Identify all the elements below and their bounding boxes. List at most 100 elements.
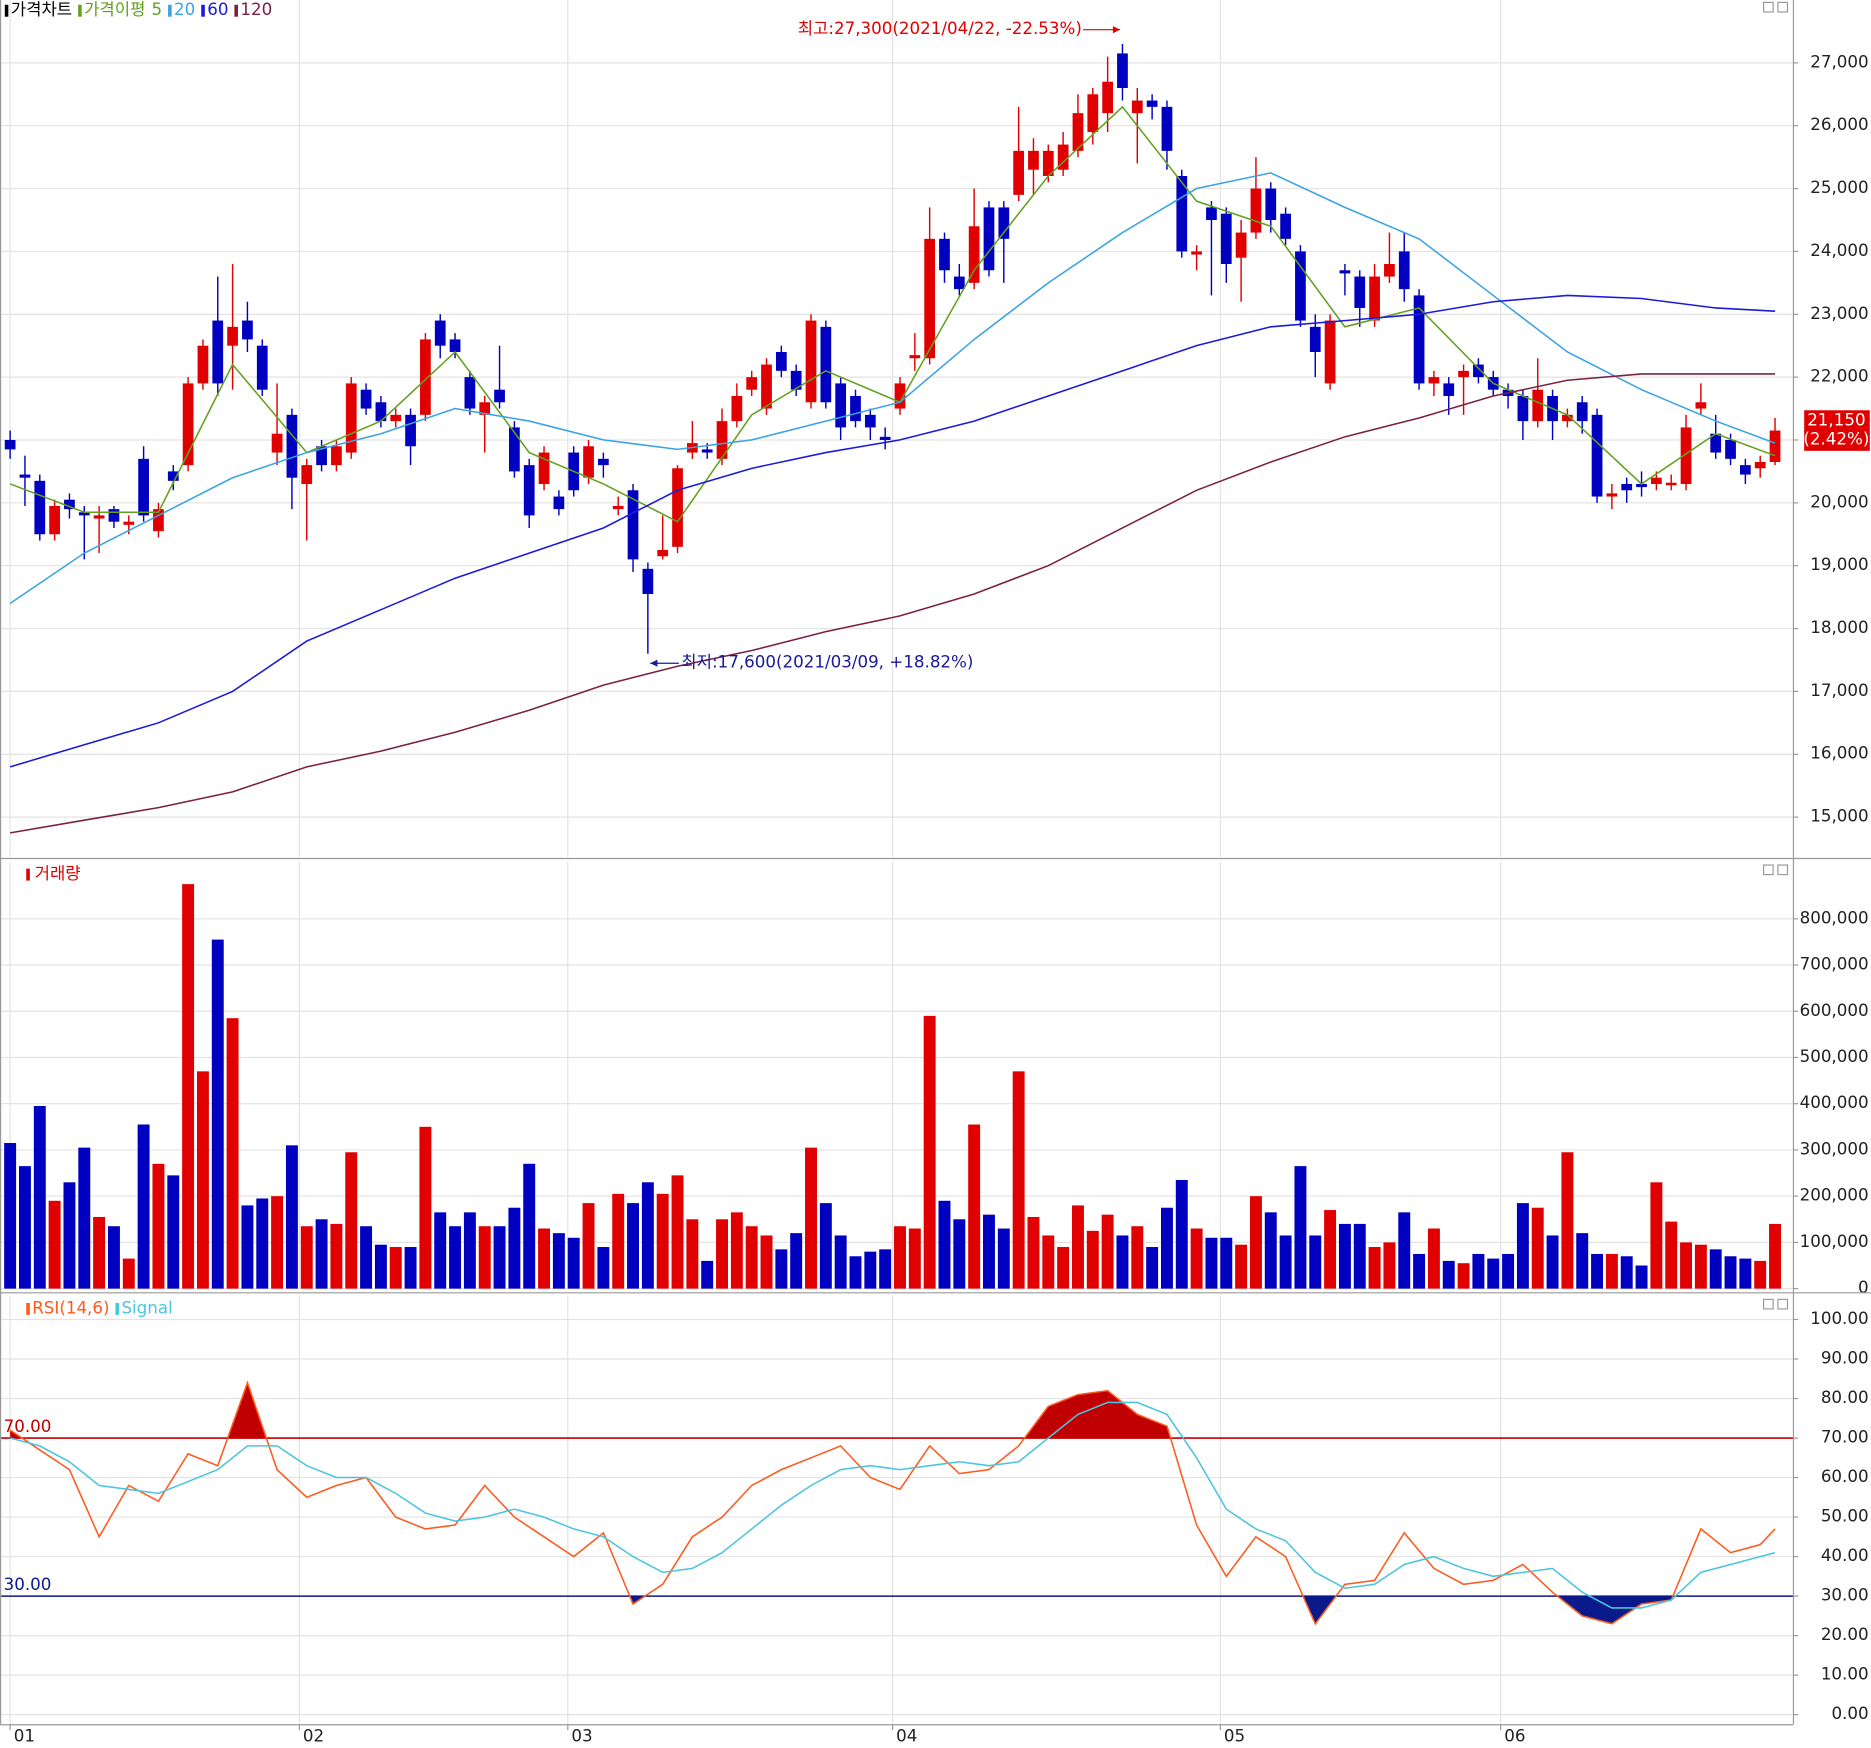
candle-body: [1191, 251, 1202, 255]
volume-bar: [226, 1018, 239, 1289]
y-tick-label: 15,000: [1810, 806, 1868, 826]
volume-bar: [1071, 1205, 1084, 1289]
legend-marker: [26, 868, 30, 881]
legend-marker: [168, 4, 172, 17]
y-tick-label: 20,000: [1810, 491, 1868, 511]
volume-bar: [1086, 1230, 1099, 1289]
volume-bar: [641, 1182, 654, 1289]
y-tick-label: 50.00: [1821, 1506, 1869, 1526]
y-tick-label: 700,000: [1800, 954, 1869, 974]
candle-body: [835, 383, 847, 428]
y-tick-label: 300,000: [1800, 1138, 1869, 1158]
candle-body: [4, 439, 16, 450]
candle-body: [464, 377, 476, 409]
pane-buttons: [1763, 1, 1789, 1310]
volume-bar: [1605, 1253, 1618, 1289]
volume-bar: [1101, 1214, 1114, 1289]
candle-body: [1576, 402, 1588, 422]
volume-bar: [1368, 1247, 1381, 1289]
volume-bar: [449, 1226, 462, 1289]
volume-bar: [1413, 1253, 1426, 1289]
volume-bar: [656, 1193, 669, 1289]
volume-bar: [1591, 1253, 1604, 1289]
minimize-button[interactable]: [1763, 1298, 1774, 1310]
candle-body: [197, 345, 209, 384]
volume-bar: [597, 1247, 610, 1289]
candle-body: [420, 339, 431, 415]
legend-label: 5: [151, 0, 162, 19]
candle-body: [968, 226, 980, 283]
close-button[interactable]: [1777, 864, 1789, 876]
candle-body: [924, 238, 936, 359]
candle-body: [583, 446, 594, 478]
candle-body: [1532, 389, 1544, 422]
candle-body: [390, 414, 402, 422]
low-annotation: 최저:17,600(2021/03/09, +18.82%): [681, 652, 973, 672]
volume-bar: [1635, 1265, 1648, 1289]
candle-body: [316, 446, 327, 466]
y-tick-label: 30.00: [1821, 1585, 1869, 1605]
candle-body: [657, 549, 669, 557]
candle-body: [701, 449, 713, 453]
candle-body: [449, 339, 461, 352]
volume-bar: [819, 1203, 832, 1289]
volume-bar: [271, 1196, 284, 1289]
volume-bar: [389, 1247, 402, 1289]
volume-bar: [1546, 1235, 1559, 1289]
volume-bar: [701, 1260, 714, 1289]
volume-bar: [1383, 1242, 1396, 1289]
volume-bar: [78, 1147, 91, 1289]
volume-bar: [63, 1182, 76, 1289]
close-button[interactable]: [1777, 1298, 1789, 1310]
volume-bar: [1694, 1244, 1707, 1289]
candle-body: [227, 326, 238, 346]
volume-bar: [1561, 1152, 1574, 1289]
threshold-label: 70.00: [4, 1416, 52, 1436]
candle-body: [1102, 81, 1113, 114]
legend-marker: [234, 4, 238, 17]
candle-body: [672, 468, 683, 547]
candle-body: [953, 276, 965, 290]
candle-body: [49, 505, 60, 535]
indicator-line: [9, 1380, 1776, 1626]
minimize-button[interactable]: [1763, 1, 1774, 13]
legend-marker: [26, 1302, 30, 1315]
candle-body: [301, 465, 313, 484]
candle-body: [479, 402, 491, 415]
volume-bar: [1620, 1256, 1633, 1289]
candle-body: [523, 465, 535, 516]
volume-bar: [107, 1226, 120, 1289]
volume-bar: [567, 1237, 580, 1289]
candle-body: [1428, 377, 1440, 384]
volume-bar: [1042, 1235, 1055, 1289]
legend-label: Signal: [121, 1297, 172, 1317]
volume-bar: [285, 1145, 298, 1289]
candle-body: [108, 509, 120, 522]
volume-bar: [908, 1228, 921, 1289]
close-button[interactable]: [1777, 1, 1789, 13]
volume-bar: [834, 1235, 847, 1289]
candle-body: [212, 320, 224, 384]
legend-label: 120: [240, 0, 272, 19]
candle-body: [1369, 276, 1380, 321]
legend-marker: [201, 4, 205, 17]
y-tick-label: 0: [1858, 1277, 1869, 1297]
moving-average-line: [10, 373, 1776, 834]
minimize-button[interactable]: [1763, 864, 1774, 876]
candle-body: [1013, 150, 1025, 195]
candle-body: [271, 433, 283, 453]
volume-bar: [997, 1228, 1010, 1289]
candle-body: [716, 421, 728, 459]
last-price-box: [1804, 410, 1870, 451]
candle-body: [1028, 150, 1039, 170]
volume-bar: [582, 1203, 595, 1289]
candle-body: [509, 427, 520, 472]
x-tick-label: 03: [571, 1726, 592, 1746]
volume-bar: [18, 1166, 31, 1289]
volume-bar: [1739, 1258, 1752, 1289]
legend-label: 20: [174, 0, 195, 19]
x-tick-label: 02: [303, 1726, 324, 1746]
volume-bar: [1279, 1235, 1292, 1289]
volume-bar: [523, 1163, 536, 1289]
candle-body: [1473, 364, 1484, 378]
